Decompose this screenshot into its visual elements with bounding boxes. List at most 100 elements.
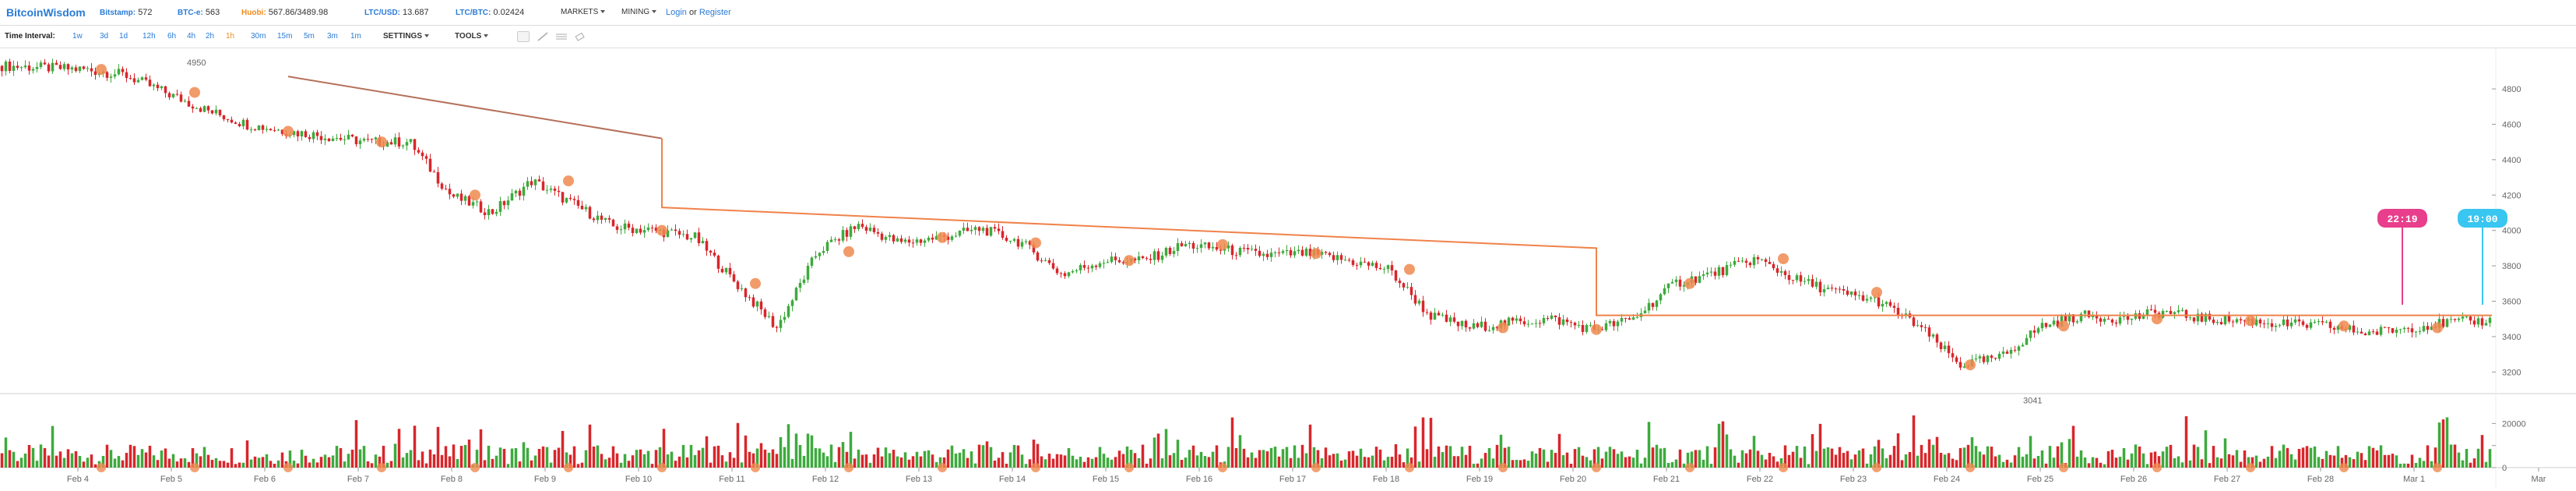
volume-bar [136,454,140,468]
chart-canvas[interactable]: 3200 3400 3600 3800 4000 4200 4400 4600 4800 0 200… [0,47,2576,487]
interval-2h[interactable]: 2h [206,32,215,41]
interval-12h[interactable]: 12h [143,32,156,41]
stat-btce[interactable]: BTC-e: 563 [178,0,220,25]
volume-bar [452,444,456,468]
volume-bar [2476,448,2480,468]
candle-body [257,125,261,131]
candle-body [1772,263,1775,269]
volume-bar [1931,444,1935,468]
volume-bar [214,457,218,468]
candle-body [467,196,471,206]
candle-body [810,257,814,267]
volume-bar [1534,453,1538,468]
login-link[interactable]: Login [666,8,687,17]
candle-body [857,224,860,229]
event-marker-axis [1592,463,1601,472]
stat-bitstamp[interactable]: Bitstamp: 572 [100,0,153,25]
candle-body [841,230,845,241]
volume-bar [2324,450,2328,468]
candle-body [2017,346,2021,351]
interval-4h[interactable]: 4h [187,32,196,41]
candle-body [1783,270,1787,275]
stat-ltcusd[interactable]: LTC/USD: 13.687 [364,0,429,25]
volume-bar [911,456,915,468]
candle-body [892,235,896,242]
horizontal-lines-icon[interactable] [556,31,567,41]
stat-huobi[interactable]: Huobi: 567.86/3489.98 [241,0,328,25]
candle-body [1698,276,1701,283]
candle-body [1020,242,1024,247]
candle-body [1888,302,1892,306]
candle-body [872,228,876,232]
volume-bar [2243,450,2247,468]
mining-menu[interactable]: MINING [621,0,657,25]
line-draw-icon[interactable] [537,31,548,41]
candle-body [1865,298,1869,301]
interval-3d[interactable]: 3d [100,32,109,41]
candle-body [1036,252,1040,261]
candle-body [249,129,253,131]
event-marker [2432,322,2443,334]
volume-bar [2371,447,2375,468]
eraser-icon[interactable] [575,31,586,41]
candle-body [144,77,148,80]
interval-6h[interactable]: 6h [167,32,177,41]
brand-logo[interactable]: BitcoinWisdom [6,6,86,19]
candle-body [2087,310,2091,317]
candle-body [2118,316,2122,324]
candle-body [1663,288,1666,295]
interval-1w[interactable]: 1w [72,32,83,41]
volume-bar [1277,456,1281,468]
candle-body [1577,324,1581,326]
volume-bar [144,452,148,468]
interval-1h[interactable]: 1h [226,32,235,41]
candle-body [43,62,47,65]
volume-bar [1199,451,1203,468]
candle-body [1589,325,1592,327]
settings-menu[interactable]: SETTINGS [383,26,430,48]
tools-menu[interactable]: TOOLS [455,26,489,48]
interval-15m[interactable]: 15m [277,32,293,41]
volume-bar [175,461,179,468]
volume-bar [2122,447,2126,468]
volume-bar [171,454,175,468]
volume-bar [27,444,31,468]
volume-bar [1990,447,1994,468]
candle-body [2375,331,2379,335]
markets-menu[interactable]: MARKETS [561,0,606,25]
volume-bar [2067,439,2071,468]
interval-5m[interactable]: 5m [304,32,315,41]
candle-body [2313,321,2317,323]
volume-bar [1612,449,1616,468]
volume-bar [113,458,117,468]
interval-1m[interactable]: 1m [350,32,361,41]
candle-body [2192,317,2196,322]
volume-bar [1519,460,1522,468]
volume-bar [1947,453,1951,468]
event-marker [1124,255,1135,267]
interval-3m[interactable]: 3m [327,32,338,41]
candle-body [140,77,144,80]
candle-body [471,202,475,206]
candle-body [876,231,880,234]
volume-bar [1943,454,1947,468]
candle-body [1822,289,1826,293]
volume-bar [2052,457,2056,468]
volume-bar [1304,453,1308,468]
volume-bar [1811,434,1814,468]
volume-bar [62,457,66,468]
volume-bar [872,454,876,468]
volume-bar [2212,446,2215,468]
interval-1d[interactable]: 1d [119,32,128,41]
stat-ltcbtc[interactable]: LTC/BTC: 0.02424 [456,0,524,25]
event-marker-axis [2152,463,2162,472]
price-chart[interactable]: 3200 3400 3600 3800 4000 4200 4400 4600 4800 0 200… [0,47,2576,487]
interval-30m[interactable]: 30m [251,32,266,41]
crosshair-icon[interactable] [517,31,530,42]
volume-bar [1818,423,1822,468]
volume-bar [1678,449,1682,468]
volume-bar [370,463,374,468]
register-link[interactable]: Register [699,8,731,17]
candle-body [1670,281,1674,284]
candle-body [1433,313,1437,320]
